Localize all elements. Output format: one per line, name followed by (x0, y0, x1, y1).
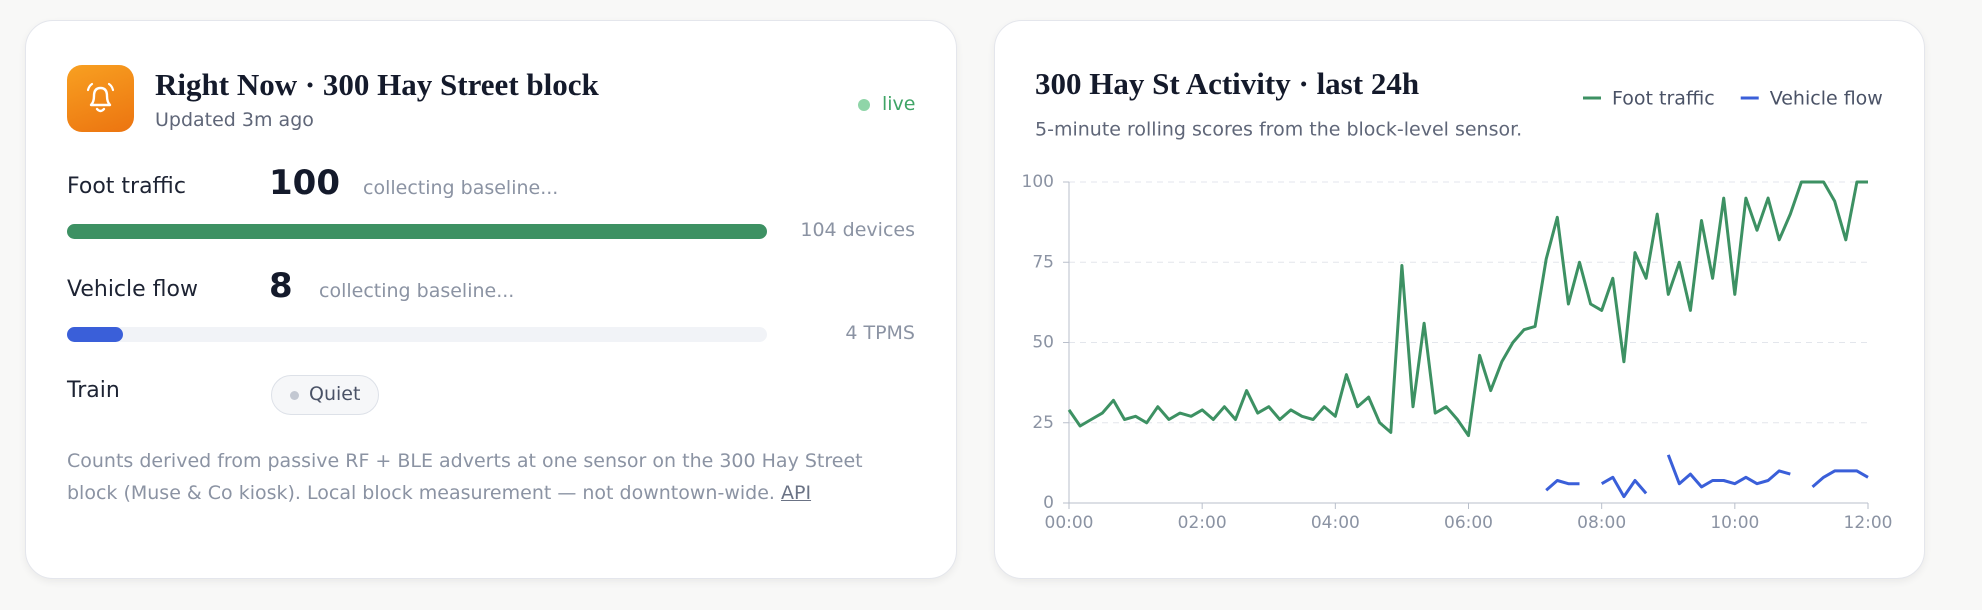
y-tick-label: 25 (1032, 413, 1054, 433)
metric-label: Vehicle flow (67, 277, 198, 302)
card-title: Right Now · 300 Hay Street block (155, 67, 599, 102)
bar-track (67, 327, 767, 342)
metric-label: Foot traffic (67, 174, 186, 199)
metric-count: 4 TPMS (845, 322, 915, 344)
legend-label: Foot traffic (1612, 88, 1715, 110)
y-tick-label: 75 (1032, 252, 1054, 272)
metric-count: 104 devices (800, 219, 915, 241)
live-label: live (882, 93, 916, 115)
bar-fill (67, 224, 767, 239)
activity-card: 300 Hay St Activity · last 24h 5-minute … (994, 20, 1925, 579)
bell (86, 82, 115, 113)
x-tick-label: 04:00 (1311, 513, 1360, 533)
y-tick-label: 50 (1032, 333, 1054, 353)
updated: Updated 3m ago (155, 109, 314, 131)
x-tick-label: 00:00 (1045, 513, 1094, 533)
x-tick-label: 06:00 (1444, 513, 1493, 533)
bar-fill (67, 327, 123, 342)
metric-note: collecting baseline... (319, 280, 515, 302)
metric-value: 8 (269, 266, 293, 306)
metric-note: collecting baseline... (363, 177, 559, 199)
bell-icon (67, 65, 134, 132)
x-tick-label: 02:00 (1178, 513, 1227, 533)
pill-dot (290, 391, 299, 400)
footer-note: Counts derived from passive RF + BLE adv… (67, 445, 907, 509)
series-line (1545, 454, 1869, 499)
live-dot (858, 99, 870, 111)
chart: 300 Hay St Activity · last 24h 5-minute … (1022, 66, 1893, 533)
y-tick-label: 0 (1043, 493, 1054, 513)
legend-label: Vehicle flow (1770, 88, 1883, 110)
train-status: Quiet (309, 383, 361, 405)
chart-title: 300 Hay St Activity · last 24h (1035, 66, 1419, 101)
status-card: Right Now · 300 Hay Street block Updated… (25, 20, 957, 579)
chart-subtitle: 5-minute rolling scores from the block-l… (1035, 119, 1522, 141)
footer-text: Counts derived from passive RF + BLE adv… (67, 450, 863, 504)
x-tick-label: 08:00 (1577, 513, 1626, 533)
y-tick-label: 100 (1022, 172, 1054, 192)
api-link[interactable]: API (780, 482, 812, 504)
train-label: Train (67, 378, 120, 403)
x-tick-label: 10:00 (1710, 513, 1759, 533)
x-tick-label: 12:00 (1844, 513, 1893, 533)
metric-value: 100 (269, 163, 340, 203)
series-line (1067, 180, 1868, 438)
train-pill: Quiet (271, 375, 379, 415)
